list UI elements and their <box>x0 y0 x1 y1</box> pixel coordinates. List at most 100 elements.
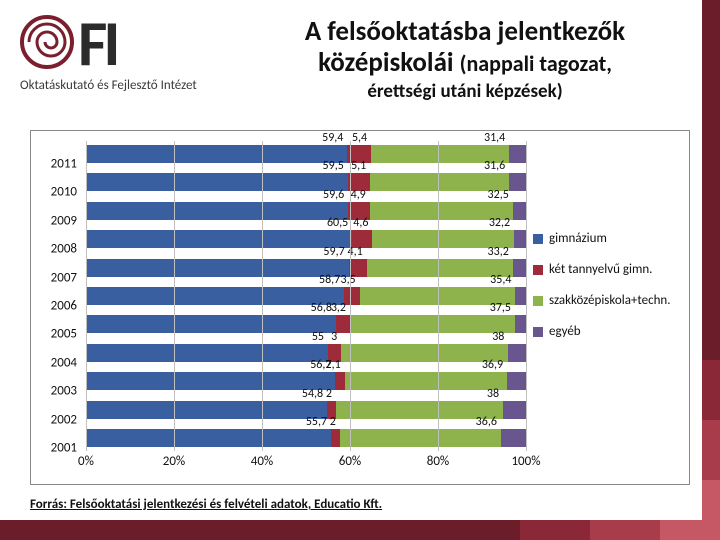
bar-segment <box>515 287 526 305</box>
bar-value-label: 31,6 <box>484 159 505 173</box>
bar-value-label: 60,5 <box>327 216 348 230</box>
grid-line <box>262 141 263 451</box>
bar-row: 55338 <box>86 344 526 362</box>
bar-segment <box>503 401 526 419</box>
y-axis-label: 2002 <box>51 412 77 427</box>
legend-swatch <box>533 296 543 306</box>
bar-value-label: 59,7 <box>323 245 344 259</box>
grid-line <box>526 141 527 451</box>
x-axis-tick: 80% <box>427 454 449 469</box>
bar-segment: 2 <box>331 429 340 447</box>
bar-segment <box>507 372 526 390</box>
title-line-2a: középiskolái <box>318 46 453 79</box>
bar-segment: 55,7 <box>86 429 331 447</box>
bar-segment: 3,5 <box>344 287 359 305</box>
plot-area: 59,45,431,459,55,131,659,64,932,560,54,6… <box>86 141 526 451</box>
bar-segment: 59,4 <box>86 145 347 163</box>
legend-item: gimnázium <box>533 231 673 246</box>
bar-value-label: 37,5 <box>490 301 511 315</box>
bar-value-label: 38 <box>487 387 499 401</box>
bar-value-label: 55 <box>312 330 324 344</box>
source-text: Felsőoktatási jelentkezési és felvételi … <box>70 497 382 512</box>
legend-label: gimnázium <box>549 231 607 246</box>
source-line: Forrás: Felsőoktatási jelentkezési és fe… <box>30 497 382 512</box>
y-axis-label: 2001 <box>51 441 77 456</box>
logo: FI Oktatáskutató és Fejlesztő Intézet <box>20 12 240 93</box>
bar-segment: 56,7 <box>86 372 335 390</box>
logo-subtext: Oktatáskutató és Fejlesztő Intézet <box>20 78 240 93</box>
bar-row: 59,64,932,5 <box>86 202 526 220</box>
bar-segment: 59,6 <box>86 202 348 220</box>
legend-label: szakközépiskola+techn. <box>549 293 671 308</box>
grid-line <box>86 141 87 451</box>
bar-segment <box>509 145 526 163</box>
bar-segment <box>513 202 526 220</box>
bar-segment: 56,8 <box>86 315 336 333</box>
bar-row: 59,74,133,2 <box>86 259 526 277</box>
bar-value-label: 3,5 <box>340 273 355 287</box>
stacked-bar-chart: 2011201020092008200720062005200420032002… <box>30 130 690 485</box>
bar-value-label: 36,9 <box>482 358 503 372</box>
x-axis-tick: 40% <box>251 454 273 469</box>
y-axis-label: 2008 <box>51 242 77 257</box>
x-axis-tick: 60% <box>339 454 361 469</box>
bar-value-label: 33,2 <box>488 245 509 259</box>
y-axis-label: 2009 <box>51 213 77 228</box>
legend-item: két tannyelvű gimn. <box>533 262 673 277</box>
legend-item: egyéb <box>533 324 673 339</box>
bar-segment: 59,7 <box>86 259 349 277</box>
bar-segment <box>515 315 526 333</box>
bar-segment <box>509 173 526 191</box>
legend-label: egyéb <box>549 324 581 339</box>
bars-container: 59,45,431,459,55,131,659,64,932,560,54,6… <box>86 145 526 447</box>
bar-segment: 2,1 <box>335 372 344 390</box>
bar-value-label: 4,6 <box>353 216 368 230</box>
bar-value-label: 56,8 <box>311 301 332 315</box>
bar-value-label: 3,2 <box>331 301 346 315</box>
bar-segment: 59,5 <box>86 173 348 191</box>
bar-segment: 60,5 <box>86 230 352 248</box>
bar-segment: 3,2 <box>336 315 350 333</box>
y-axis-label: 2003 <box>51 384 77 399</box>
legend: gimnázium két tannyelvű gimn. szakközépisk… <box>533 231 673 355</box>
bar-value-label: 38 <box>492 330 504 344</box>
logo-letters: FI <box>78 12 116 76</box>
bar-value-label: 2 <box>326 387 332 401</box>
bar-segment: 37,5 <box>350 315 515 333</box>
bar-value-label: 36,6 <box>476 415 497 429</box>
bar-row: 56,83,237,5 <box>86 315 526 333</box>
bar-value-label: 32,5 <box>488 188 509 202</box>
grid-line <box>350 141 351 451</box>
bar-row: 59,55,131,6 <box>86 173 526 191</box>
bar-segment <box>501 429 526 447</box>
x-axis-tick: 100% <box>511 454 540 469</box>
bar-row: 59,45,431,4 <box>86 145 526 163</box>
grid-line <box>438 141 439 451</box>
bar-value-label: 54,8 <box>302 387 323 401</box>
bar-value-label: 2,1 <box>326 358 341 372</box>
bar-value-label: 5,4 <box>352 131 367 145</box>
spiral-icon <box>20 15 74 74</box>
bar-row: 60,54,632,2 <box>86 230 526 248</box>
y-axis-label: 2010 <box>51 185 77 200</box>
legend-swatch <box>533 234 543 244</box>
legend-swatch <box>533 327 543 337</box>
y-axis-label: 2006 <box>51 299 77 314</box>
x-axis: 0%20%40%60%80%100% <box>86 454 526 478</box>
bar-segment <box>513 259 526 277</box>
title-line-3: érettségi utáni képzések) <box>240 80 690 103</box>
bar-segment: 58,7 <box>86 287 344 305</box>
y-axis-label: 2004 <box>51 355 77 370</box>
bar-segment <box>508 344 526 362</box>
bar-row: 55,7236,6 <box>86 429 526 447</box>
x-axis-tick: 20% <box>163 454 185 469</box>
bar-value-label: 31,4 <box>484 131 505 145</box>
y-axis-label: 2005 <box>51 327 77 342</box>
legend-label: két tannyelvű gimn. <box>549 262 652 277</box>
bar-segment: 54,8 <box>86 401 327 419</box>
bar-value-label: 55,7 <box>306 415 327 429</box>
page-title: A felsőoktatásba jelentkezők középiskolá… <box>240 12 690 103</box>
header: FI Oktatáskutató és Fejlesztő Intézet A … <box>20 12 690 103</box>
bar-value-label: 58,7 <box>319 273 340 287</box>
bar-value-label: 59,6 <box>323 188 344 202</box>
